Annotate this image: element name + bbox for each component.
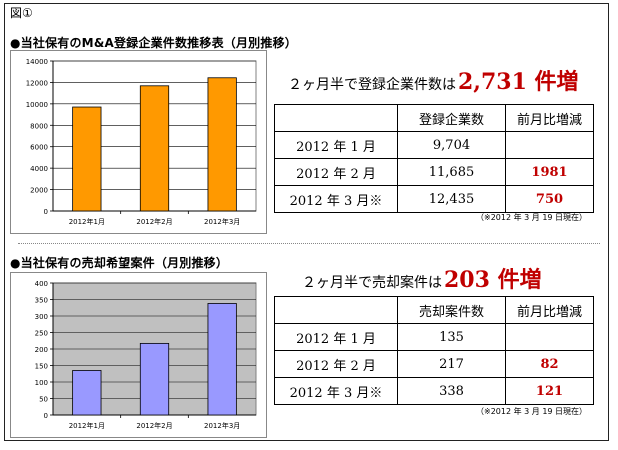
table-row: 2012 年 2 月 217 82: [274, 350, 594, 378]
table-header-cell: 売却案件数: [397, 296, 506, 324]
x-tick-label: 2012年3月: [204, 421, 240, 430]
section-divider: [18, 243, 600, 244]
bar: [139, 342, 170, 416]
table-row: 2012 年 3 月※ 12,435 750: [274, 185, 594, 213]
y-tick-label: 0: [44, 412, 48, 420]
headline-registered: ２ヶ月半で登録企業件数は2,731 件増: [288, 64, 579, 96]
y-tick-label: 14000: [26, 58, 48, 66]
x-tick-label: 2012年1月: [69, 217, 105, 226]
row-label: 2012 年 1 月: [274, 131, 398, 159]
y-tick-label: 200: [35, 346, 48, 354]
y-tick-label: 4000: [30, 165, 48, 173]
headline-prefix: ２ヶ月半で登録企業件数は: [288, 77, 456, 93]
data-table-sell: 売却案件数 前月比増減 2012 年 1 月 135 2012 年 2 月 21…: [274, 296, 594, 405]
row-value: 135: [397, 323, 506, 351]
y-tick-label: 6000: [30, 144, 48, 152]
row-diff: 82: [505, 350, 594, 378]
x-tick-label: 2012年2月: [136, 217, 172, 226]
table-header-cell: [274, 296, 398, 324]
x-tick-label: 2012年2月: [136, 421, 172, 430]
y-tick-label: 150: [35, 363, 48, 371]
row-diff: 121: [505, 377, 594, 405]
table-note: （※2012 年 3 月 19 日現在）: [476, 213, 588, 222]
table-row: 2012 年 3 月※ 338 121: [274, 377, 594, 405]
bar: [72, 106, 102, 212]
y-tick-label: 10000: [26, 101, 48, 109]
row-label: 2012 年 3 月※: [274, 185, 398, 213]
y-tick-label: 250: [35, 330, 48, 338]
row-value: 338: [397, 377, 506, 405]
headline-number: 2,731 件増: [458, 69, 579, 95]
table-row: 2012 年 1 月 135: [274, 323, 594, 351]
row-diff: [505, 131, 594, 159]
y-tick-label: 8000: [30, 122, 48, 130]
chart-registered: 0 2000 4000 6000 8000 10000 12000 14000 2012年1月 2…: [10, 50, 267, 234]
table-row: 2012 年 2 月 11,685 1981: [274, 158, 594, 186]
y-tick-label: 100: [35, 379, 48, 387]
y-tick-label: 12000: [26, 79, 48, 87]
bar-chart-sell: 0 50 100 150 200 250 300 350 400 2012年1月 2012年2月 20…: [35, 280, 257, 430]
section-title-registered: ●当社保有のM&A登録企業件数推移表（月別推移）: [10, 36, 297, 50]
headline-number: 203 件増: [444, 267, 542, 293]
bar: [207, 77, 237, 212]
table-header-cell: 前月比増減: [505, 104, 594, 132]
bar-chart-registered: 0 2000 4000 6000 8000 10000 12000 14000 2012年1月 2…: [26, 58, 257, 226]
row-diff: 750: [505, 185, 594, 213]
y-tick-label: 2000: [30, 187, 48, 195]
row-label: 2012 年 2 月: [274, 158, 398, 186]
y-tick-label: 50: [39, 396, 48, 404]
table-header-row: 登録企業数 前月比増減: [274, 104, 594, 132]
chart-sell: 0 50 100 150 200 250 300 350 400 2012年1月 2012年2月 20…: [10, 272, 267, 438]
row-diff: 1981: [505, 158, 594, 186]
y-tick-label: 0: [44, 208, 48, 216]
bar: [207, 303, 237, 416]
row-diff: [505, 323, 594, 351]
row-value: 217: [397, 350, 506, 378]
table-header-row: 売却案件数 前月比増減: [274, 296, 594, 324]
x-tick-label: 2012年1月: [69, 421, 105, 430]
bar: [72, 370, 102, 416]
headline-prefix: ２ヶ月半で売却案件は: [302, 275, 442, 291]
table-header-cell: [274, 104, 398, 132]
table-note: （※2012 年 3 月 19 日現在）: [476, 407, 588, 416]
data-table-registered: 登録企業数 前月比増減 2012 年 1 月 9,704 2012 年 2 月 …: [274, 104, 594, 213]
figure-label: 図①: [10, 6, 33, 20]
bar: [139, 85, 170, 212]
x-tick-label: 2012年3月: [204, 217, 240, 226]
row-label: 2012 年 2 月: [274, 350, 398, 378]
row-label: 2012 年 3 月※: [274, 377, 398, 405]
table-header-cell: 前月比増減: [505, 296, 594, 324]
y-tick-label: 350: [35, 297, 48, 305]
y-tick-label: 300: [35, 313, 48, 321]
table-row: 2012 年 1 月 9,704: [274, 131, 594, 159]
figure-frame: [4, 3, 609, 441]
section-title-sell: ●当社保有の売却希望案件（月別推移）: [10, 256, 229, 270]
headline-sell: ２ヶ月半で売却案件は203 件増: [302, 262, 542, 294]
row-value: 11,685: [397, 158, 506, 186]
row-value: 9,704: [397, 131, 506, 159]
row-label: 2012 年 1 月: [274, 323, 398, 351]
row-value: 12,435: [397, 185, 506, 213]
table-header-cell: 登録企業数: [397, 104, 506, 132]
y-tick-label: 400: [35, 280, 48, 288]
